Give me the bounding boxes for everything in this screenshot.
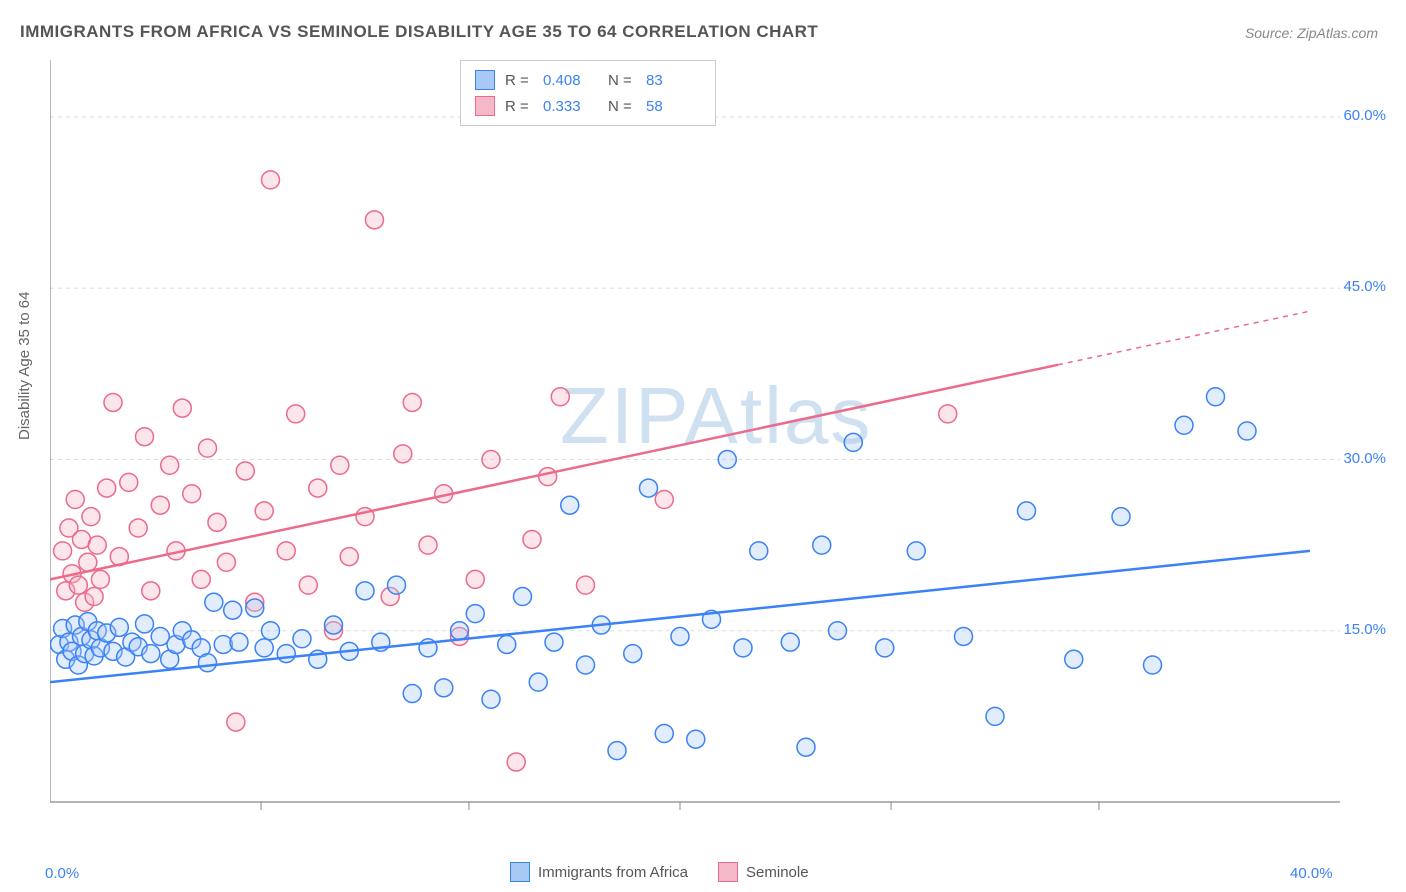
legend-bottom-label-2: Seminole: [746, 864, 809, 881]
y-tick-label: 60.0%: [1343, 107, 1386, 124]
y-tick-label: 45.0%: [1343, 278, 1386, 295]
legend-n-label: N =: [608, 72, 636, 89]
legend-r-label: R =: [505, 72, 533, 89]
y-axis-label: Disability Age 35 to 64: [16, 292, 33, 440]
legend-item-2: Seminole: [718, 862, 809, 882]
legend-n-label: N =: [608, 98, 636, 115]
legend-n-value-1: 83: [646, 72, 701, 89]
legend-item-1: Immigrants from Africa: [510, 862, 688, 882]
legend-row-series-2: R = 0.333 N = 58: [475, 93, 701, 119]
legend-swatch-2: [475, 96, 495, 116]
legend-r-label: R =: [505, 98, 533, 115]
chart-title: IMMIGRANTS FROM AFRICA VS SEMINOLE DISAB…: [20, 22, 818, 42]
legend-row-series-1: R = 0.408 N = 83: [475, 67, 701, 93]
legend-bottom-swatch-1: [510, 862, 530, 882]
x-tick-label: 40.0%: [1290, 865, 1333, 882]
y-tick-label: 15.0%: [1343, 621, 1386, 638]
source-attribution: Source: ZipAtlas.com: [1245, 25, 1378, 41]
y-tick-label: 30.0%: [1343, 450, 1386, 467]
x-tick-label: 0.0%: [45, 865, 79, 882]
legend-r-value-2: 0.333: [543, 98, 598, 115]
legend-bottom-swatch-2: [718, 862, 738, 882]
legend-n-value-2: 58: [646, 98, 701, 115]
legend-r-value-1: 0.408: [543, 72, 598, 89]
chart-svg: [50, 60, 1340, 820]
legend-bottom-label-1: Immigrants from Africa: [538, 864, 688, 881]
scatter-chart: [50, 60, 1340, 820]
series-legend: Immigrants from Africa Seminole: [510, 862, 809, 882]
legend-swatch-1: [475, 70, 495, 90]
correlation-legend: R = 0.408 N = 83 R = 0.333 N = 58: [460, 60, 716, 126]
